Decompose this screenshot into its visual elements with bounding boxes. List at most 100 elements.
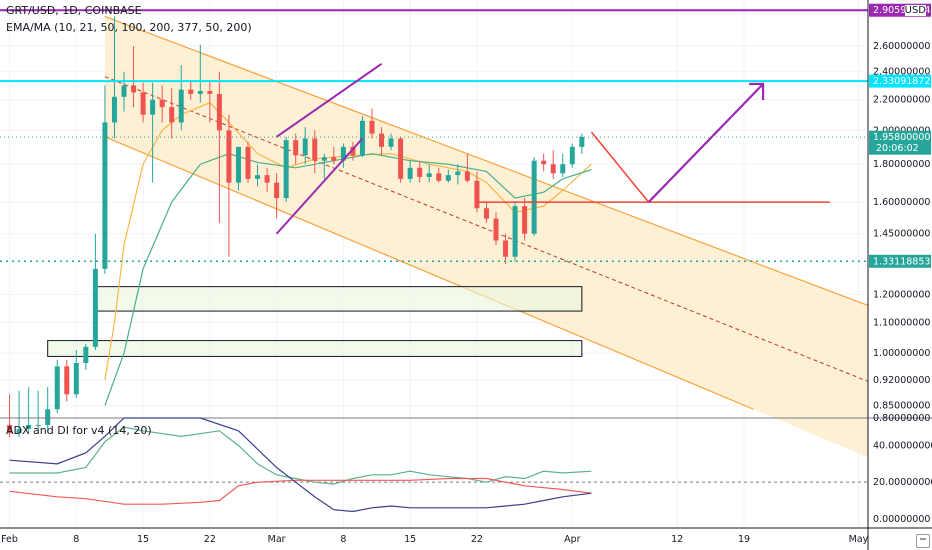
time-tick-label: Feb bbox=[1, 534, 18, 545]
candle bbox=[436, 167, 442, 183]
time-tick-label: Apr bbox=[564, 534, 581, 545]
candle-body bbox=[235, 146, 241, 183]
candle bbox=[45, 387, 51, 434]
ma-study-label[interactable]: EMA/MA (10, 21, 50, 100, 200, 377, 50, 2… bbox=[6, 21, 252, 34]
channel-upper-line bbox=[104, 15, 869, 307]
adx-panel bbox=[0, 417, 932, 513]
candle-body bbox=[483, 208, 489, 219]
candle bbox=[178, 65, 184, 131]
candle bbox=[264, 167, 270, 193]
candle bbox=[503, 233, 509, 264]
candle-body bbox=[340, 146, 346, 161]
symbol-title[interactable]: GRT/USD, 1D, COINBASE bbox=[6, 4, 142, 17]
candle-body bbox=[245, 146, 251, 179]
candle-body bbox=[255, 175, 261, 179]
candle-body bbox=[274, 182, 280, 199]
annotations[interactable] bbox=[0, 9, 868, 263]
candle bbox=[359, 116, 365, 158]
candle bbox=[16, 390, 22, 438]
candle-body bbox=[140, 92, 146, 115]
price-tick-label: 1.10000000 bbox=[873, 318, 930, 329]
candle-body bbox=[436, 173, 442, 181]
candle-body bbox=[312, 138, 318, 161]
adx-line bbox=[9, 417, 592, 513]
cyan-level-tag: 2.33091872 bbox=[873, 76, 930, 87]
candle bbox=[483, 202, 489, 223]
time-tick-label: 15 bbox=[404, 534, 416, 545]
support-zone-box bbox=[94, 286, 583, 312]
candle bbox=[140, 82, 146, 123]
candle bbox=[111, 16, 117, 139]
candle bbox=[426, 164, 432, 183]
candle bbox=[235, 146, 241, 191]
candle bbox=[102, 85, 108, 274]
adx-tick-label: 40.00000000 bbox=[873, 441, 932, 452]
candle bbox=[216, 71, 222, 223]
support-zones[interactable] bbox=[47, 286, 583, 357]
candle-body bbox=[493, 218, 499, 241]
candle-body bbox=[45, 409, 51, 425]
candle bbox=[92, 233, 98, 350]
candle bbox=[7, 394, 13, 438]
last-price-tag: 1.95800000 bbox=[873, 132, 930, 143]
candle bbox=[512, 202, 518, 262]
candle-body bbox=[398, 138, 404, 179]
candle-body bbox=[359, 120, 365, 156]
candle bbox=[350, 141, 356, 161]
candle bbox=[464, 153, 470, 183]
candle-body bbox=[464, 171, 470, 181]
price-tick-label: 2.20000000 bbox=[873, 95, 930, 106]
candle-body bbox=[388, 138, 394, 147]
candle-body bbox=[350, 146, 356, 156]
candle bbox=[83, 343, 89, 370]
time-tick-label: May bbox=[849, 534, 869, 545]
candle-body bbox=[302, 138, 308, 156]
candle bbox=[283, 136, 289, 203]
candle-body bbox=[369, 120, 375, 134]
candle bbox=[569, 143, 575, 168]
candle bbox=[245, 141, 251, 183]
price-tick-label: 1.60000000 bbox=[873, 197, 930, 208]
candle-body bbox=[83, 346, 89, 363]
candle-body bbox=[264, 175, 270, 183]
channel-lower-line bbox=[104, 136, 754, 410]
candle-body bbox=[379, 133, 385, 147]
candle-body bbox=[512, 206, 518, 257]
arrow-head-icon bbox=[749, 82, 765, 101]
candle bbox=[379, 127, 385, 156]
candle bbox=[159, 85, 165, 123]
candle-body bbox=[426, 173, 432, 177]
candle bbox=[579, 133, 585, 154]
moving-average-line bbox=[104, 101, 592, 381]
candle-body bbox=[283, 140, 289, 199]
adx-study-label[interactable]: ADX and DI for v4 (14, 20) bbox=[6, 424, 152, 437]
candle-body bbox=[54, 366, 60, 410]
candle-body bbox=[26, 424, 32, 429]
candle-body bbox=[541, 160, 547, 165]
candle-body bbox=[293, 140, 299, 156]
descending-channel[interactable] bbox=[104, 15, 869, 458]
candle bbox=[312, 130, 318, 174]
candle bbox=[445, 169, 451, 183]
candle bbox=[226, 114, 232, 257]
price-tick-label: 2.60000000 bbox=[873, 41, 930, 52]
calendar-icon[interactable] bbox=[916, 534, 930, 548]
projection-arrow-line bbox=[647, 83, 764, 203]
candle-body bbox=[111, 96, 117, 123]
candle-body bbox=[169, 107, 175, 123]
candle bbox=[531, 157, 537, 236]
candle bbox=[35, 390, 41, 429]
candle bbox=[407, 160, 413, 183]
candle bbox=[188, 79, 194, 100]
candle-body bbox=[216, 93, 222, 131]
candle-body bbox=[417, 167, 423, 177]
candle bbox=[54, 359, 60, 414]
candle bbox=[417, 160, 423, 183]
candle bbox=[302, 127, 308, 165]
time-tick-label: 22 bbox=[204, 534, 216, 545]
candle-body bbox=[150, 99, 156, 115]
candle-body bbox=[188, 89, 194, 94]
candle bbox=[293, 133, 299, 165]
candle-body bbox=[121, 85, 127, 97]
